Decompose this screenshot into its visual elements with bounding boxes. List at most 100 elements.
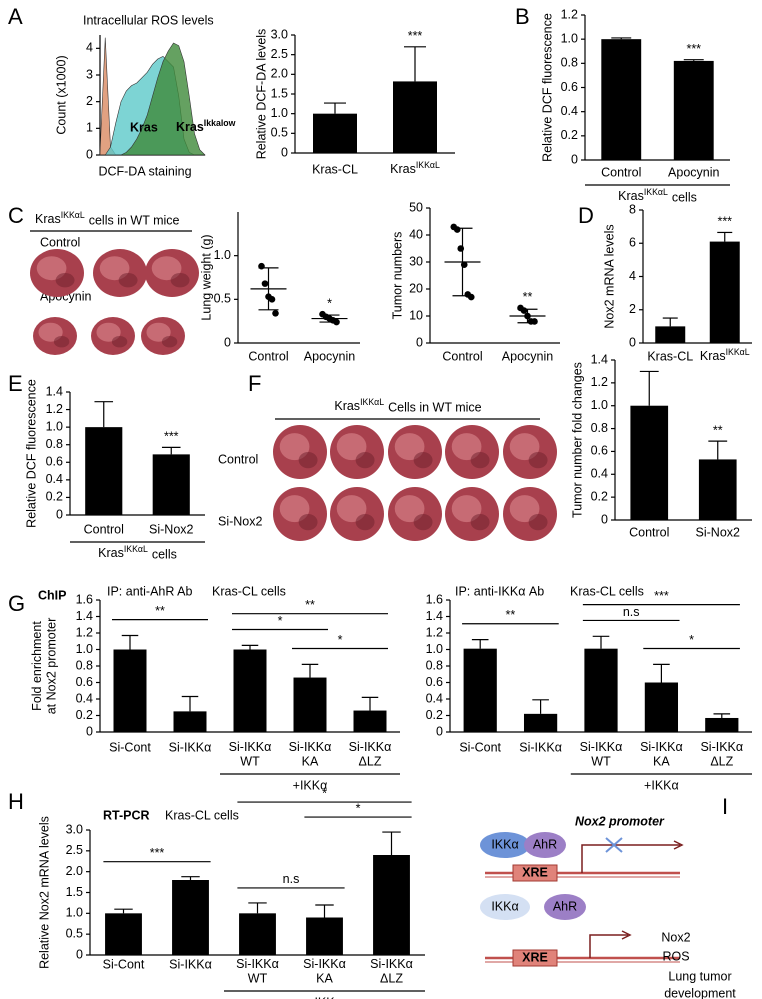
bar xyxy=(353,710,387,732)
bar xyxy=(152,454,190,515)
y-axis-label: Lung weight (g) xyxy=(199,234,213,320)
y-tick-label: 1.0 xyxy=(46,419,63,433)
x-tick-label: Si-IKKα KA xyxy=(289,740,332,768)
text-part: Cells in WT mice xyxy=(388,401,482,415)
text-part: Si-IKKα xyxy=(236,957,279,971)
chart-note: Kras-CL cells xyxy=(212,584,286,598)
y-tick-label: 0.4 xyxy=(426,691,443,705)
lung-photo-shade xyxy=(413,452,433,469)
text-part: Ikkalow xyxy=(204,118,236,128)
y-tick-label: 0 xyxy=(86,147,93,161)
y-axis-label: Fold enrichmentat Nox2 promoter xyxy=(30,618,58,715)
significance-label: *** xyxy=(164,430,179,444)
x-tick-label: KrasIKKαL xyxy=(700,347,750,363)
y-tick-label: 2.0 xyxy=(271,67,288,81)
xre-box xyxy=(512,949,558,967)
y-tick-label: 0.5 xyxy=(66,926,83,940)
arrow-head xyxy=(673,840,684,850)
lung-photo-highlight xyxy=(394,495,425,523)
text-part: Kras xyxy=(618,189,644,203)
y-tick-label: 0.2 xyxy=(426,708,443,722)
outcome-label: Lung tumor xyxy=(668,969,731,983)
significance-label: *** xyxy=(654,589,669,603)
text-part: KA xyxy=(302,755,319,769)
xre-label: XRE xyxy=(522,950,548,964)
text-part: WT xyxy=(240,755,260,769)
text-part: Si-IKKα xyxy=(349,740,392,754)
lung-photo-shade xyxy=(298,452,318,469)
y-axis-label: Relative DCF-DA levels xyxy=(254,29,268,160)
x-tick-label: Si-IKKα ΔLZ xyxy=(349,740,392,768)
panel-label: I xyxy=(722,794,728,819)
panel-label: D xyxy=(578,203,594,228)
y-tick-label: 4 xyxy=(86,41,93,55)
y-tick-label: 2.5 xyxy=(66,843,83,857)
significance-label: * xyxy=(322,786,327,800)
text-part: ΔLZ xyxy=(710,755,733,769)
chart-note: Kras-CL cells xyxy=(570,584,644,598)
y-axis-label: Tumor number fold changes xyxy=(570,362,584,518)
y-tick-label: 2.0 xyxy=(66,864,83,878)
y-axis-label: Nox2 mRNA levels xyxy=(602,224,616,328)
x-tick-label: Si-IKKα xyxy=(169,957,212,971)
group-label: +IKKα xyxy=(293,778,328,792)
lung-photo-shade xyxy=(413,514,433,531)
lung-photo-shade xyxy=(170,273,190,288)
chart-method: RT-PCR xyxy=(103,808,150,822)
text-part: Kras xyxy=(176,120,204,134)
significance-label: n.s xyxy=(283,872,300,886)
x-tick-label: KrasIKKαL xyxy=(390,160,440,176)
significance-label: ** xyxy=(506,608,516,622)
y-tick-label: 1.4 xyxy=(591,352,608,366)
y-tick-label: 1 xyxy=(86,121,93,135)
lung-photo-shade xyxy=(298,514,318,531)
significance-label: * xyxy=(356,801,361,815)
text-part: Si-IKKα xyxy=(370,957,413,971)
text-part: IKKαL xyxy=(124,544,148,554)
text-part: Kras xyxy=(334,399,360,413)
significance-label: *** xyxy=(686,42,701,56)
panel-label: H xyxy=(8,789,24,814)
y-tick-label: 0 xyxy=(76,947,83,961)
bar xyxy=(673,60,714,160)
photo-title: KrasIKKαL cells in WT mice xyxy=(35,210,180,228)
y-axis-label: Relative Nox2 mRNA levels xyxy=(37,816,51,969)
bar xyxy=(239,913,276,955)
y-tick-label: 0.8 xyxy=(561,56,578,70)
y-tick-label: 0.4 xyxy=(76,691,93,705)
group-label: KrasIKKαL cells xyxy=(618,187,697,205)
significance-label: * xyxy=(327,296,332,310)
text-part: Si-IKKα xyxy=(289,740,332,754)
y-tick-label: 0.8 xyxy=(46,437,63,451)
series-label: KrasIkkalow xyxy=(176,118,236,134)
panel-label: C xyxy=(8,203,24,228)
x-tick-label: Si-IKKα WT xyxy=(229,740,272,768)
lung-photo-highlight xyxy=(38,322,63,342)
text-part: Si-IKKα xyxy=(580,740,623,754)
lung-photo-highlight xyxy=(336,495,367,523)
ahr-protein xyxy=(524,832,566,858)
y-tick-label: 0 xyxy=(224,335,231,349)
lung-photo-highlight xyxy=(336,433,367,461)
y-tick-label: 1.0 xyxy=(426,642,443,656)
y-tick-label: 3 xyxy=(86,67,93,81)
bar xyxy=(373,855,410,955)
text-part: WT xyxy=(591,755,611,769)
text-part: KA xyxy=(653,755,670,769)
lung-photo-shade xyxy=(118,273,138,288)
ikk-protein xyxy=(480,832,530,858)
text-part: Si-IKKα xyxy=(303,957,346,971)
significance-label: ** xyxy=(713,423,723,437)
significance-label: *** xyxy=(408,29,423,43)
group-label: +IKKα xyxy=(644,778,679,792)
y-tick-label: 1.0 xyxy=(271,106,288,120)
bar xyxy=(313,113,357,153)
x-tick-label: Si-Cont xyxy=(459,740,501,754)
significance-label: *** xyxy=(150,846,165,860)
y-tick-label: 1.0 xyxy=(561,31,578,45)
lung-photo-highlight xyxy=(279,433,310,461)
significance-label: ** xyxy=(155,604,165,618)
y-tick-label: 1.5 xyxy=(66,885,83,899)
x-tick-label: Si-IKKα ΔLZ xyxy=(700,740,743,768)
bar xyxy=(293,677,327,732)
